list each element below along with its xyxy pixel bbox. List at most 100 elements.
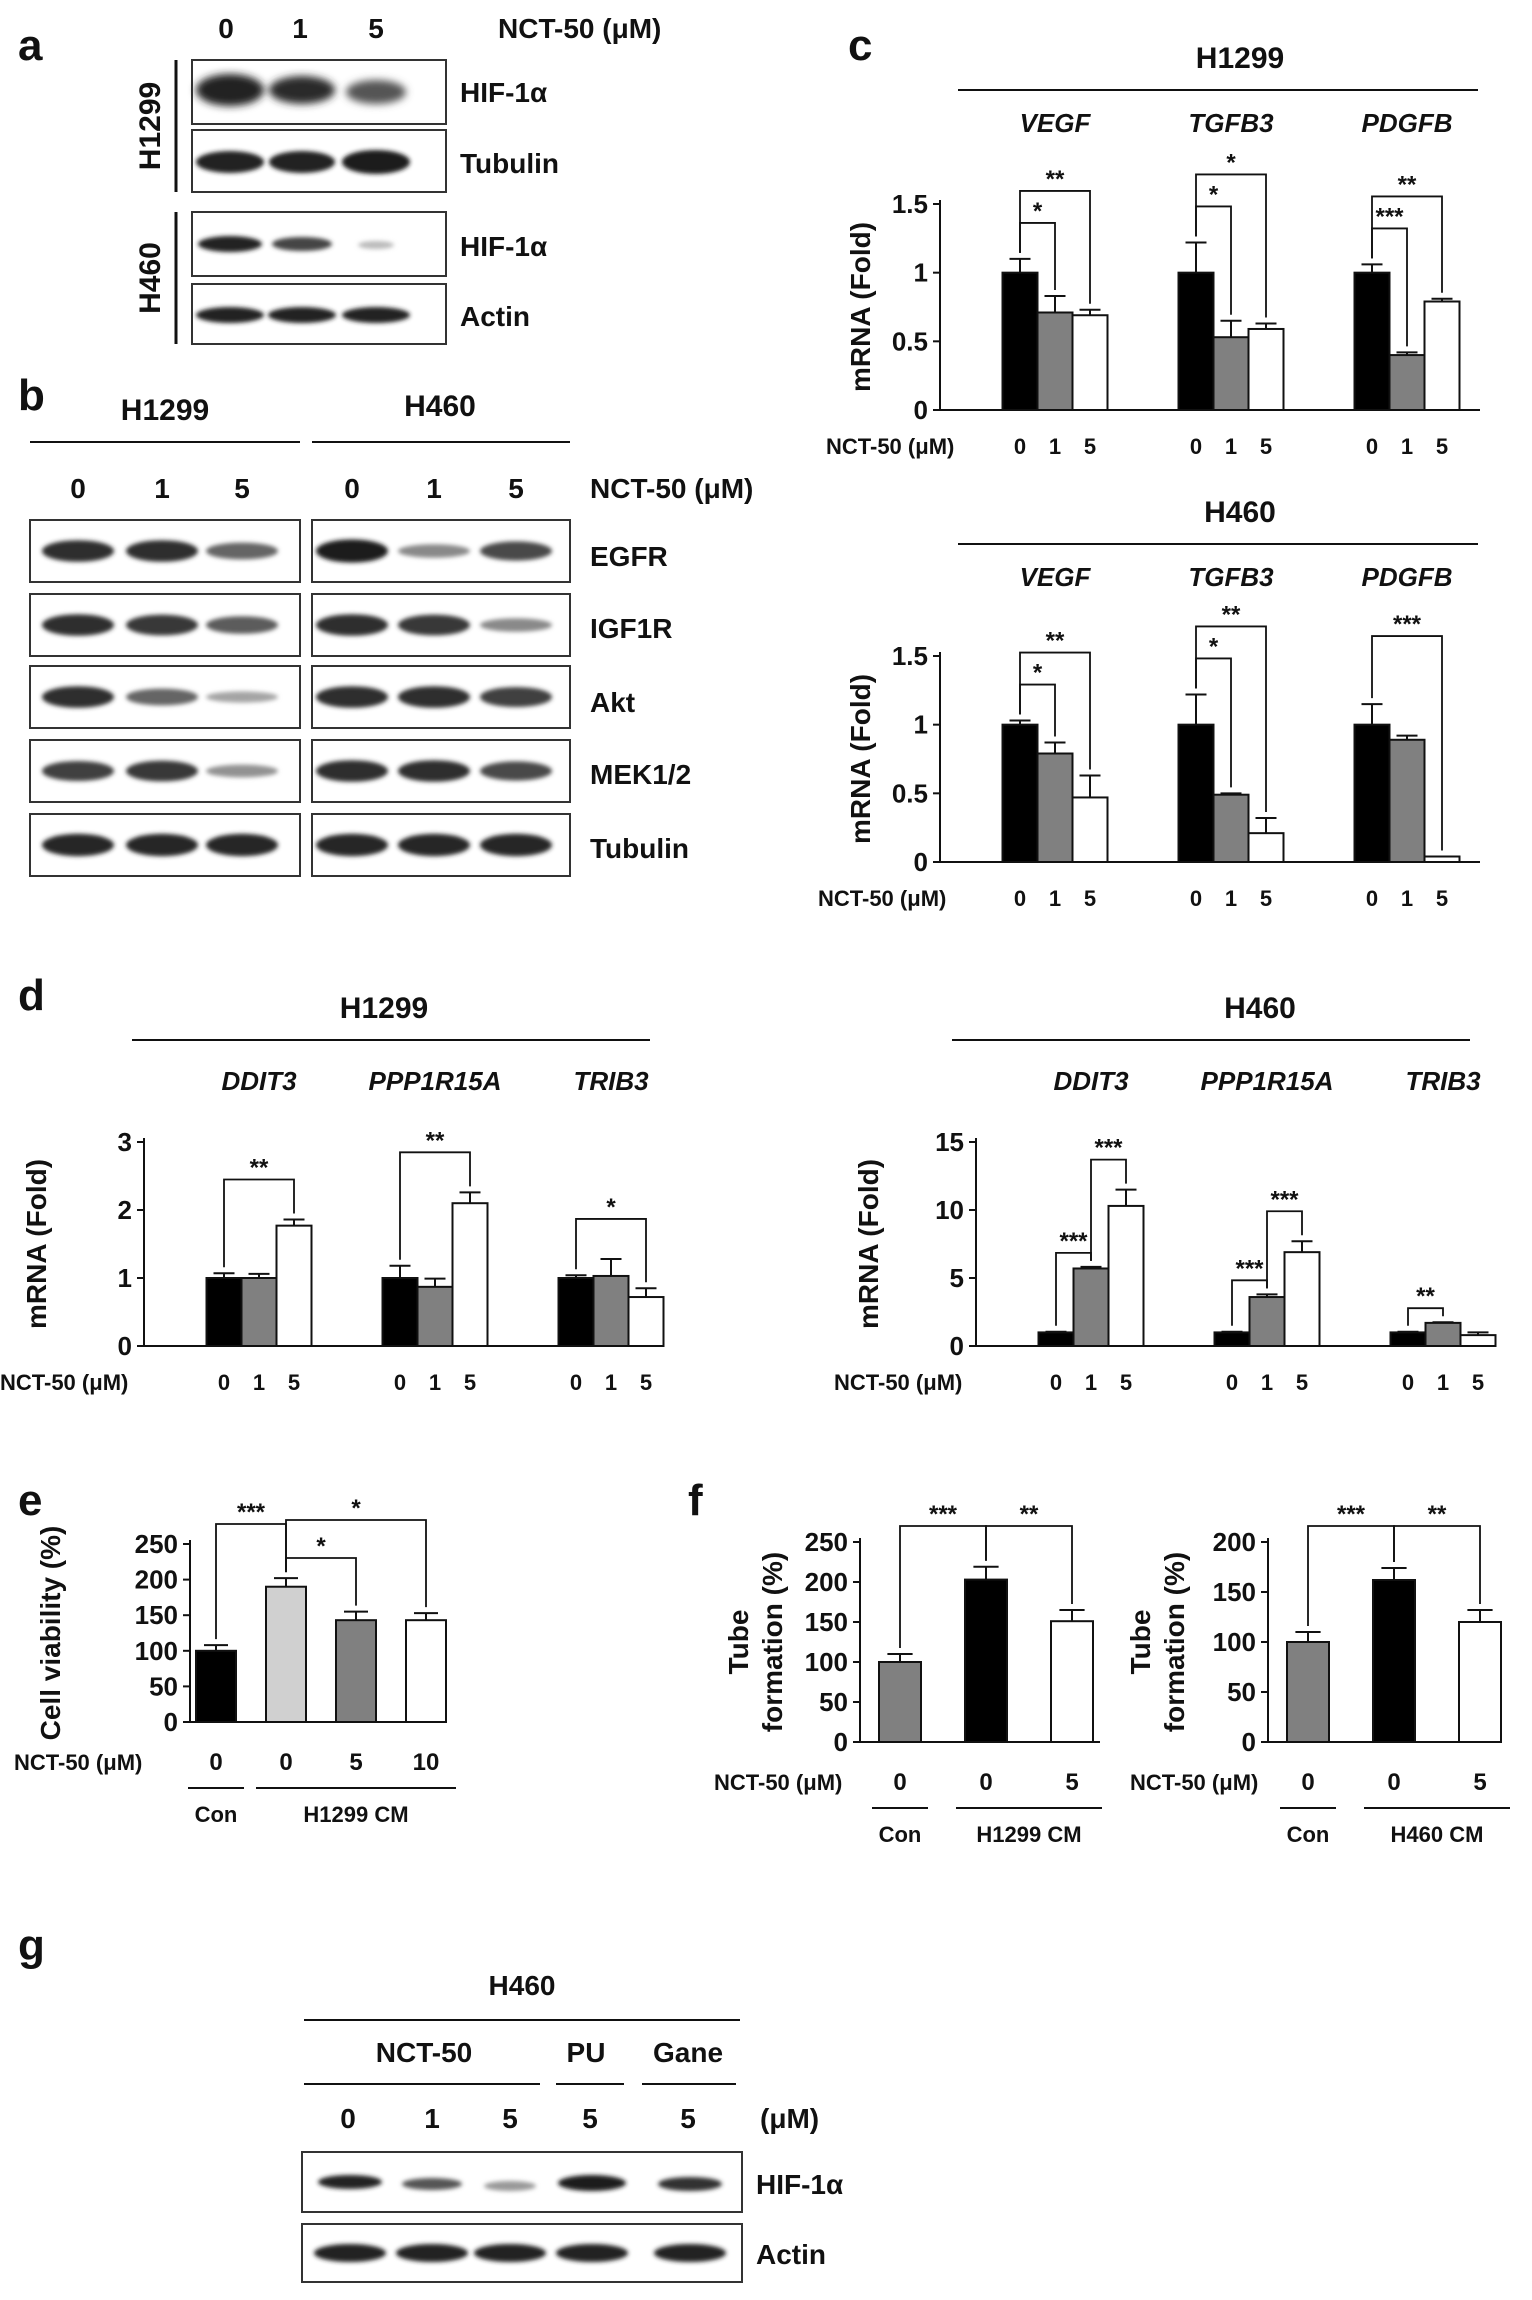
- bar: [1283, 1251, 1321, 1348]
- blot-row-label: Akt: [590, 687, 635, 718]
- blot-band: [480, 618, 552, 632]
- y-tick-label: 15: [935, 1127, 964, 1157]
- y-axis-label: mRNA (Fold): [853, 1159, 884, 1329]
- gene-label: VEGF: [1020, 108, 1092, 138]
- x-tick-label: 0: [1226, 1370, 1238, 1395]
- y-tick-label: 200: [135, 1565, 178, 1595]
- significance-label: ***: [1094, 1135, 1123, 1162]
- blot-band: [398, 833, 470, 857]
- chart-c_h1299: 0 0.5 1 1.5 H1299 mRNA (Fold) NCT-50 (μM) VEGF 0…: [826, 42, 1480, 459]
- x-axis-label: NCT-50 (μM): [834, 1370, 962, 1395]
- blot-bands: [196, 307, 410, 323]
- bar: [1037, 1331, 1075, 1348]
- y-tick-label: 100: [1213, 1627, 1256, 1657]
- gene-label: PPP1R15A: [1201, 1066, 1334, 1096]
- y-tick-label: 0: [118, 1331, 132, 1361]
- y-tick-label: 50: [149, 1671, 178, 1701]
- blot-row-label: Tubulin: [590, 833, 689, 864]
- blot-band: [316, 686, 388, 708]
- significance-label: ***: [1375, 203, 1404, 230]
- bar: [1001, 271, 1039, 411]
- blot-row-label: Tubulin: [460, 148, 559, 179]
- blot-row-label: HIF-1α: [460, 77, 547, 108]
- blot-bands: [42, 833, 552, 857]
- bar: [1071, 314, 1109, 411]
- significance-bracket: [399, 1151, 471, 1260]
- bar: [1212, 793, 1250, 863]
- blot-band: [316, 760, 388, 782]
- bar: [335, 1619, 377, 1723]
- bar: [1177, 271, 1215, 411]
- x-tick-label: 1: [1049, 434, 1061, 459]
- gene-label: PPP1R15A: [369, 1066, 502, 1096]
- unit-label: (μM): [760, 2103, 819, 2134]
- y-tick-label: 1: [914, 710, 928, 740]
- bar: [1247, 832, 1285, 863]
- blot-band: [206, 764, 278, 778]
- x-tick-label: 0: [209, 1749, 222, 1776]
- blot-band: [206, 833, 278, 857]
- y-tick-label: 100: [805, 1647, 848, 1677]
- blot-row-label: HIF-1α: [460, 231, 547, 262]
- y-axis-label: Cell viability (%): [35, 1526, 66, 1741]
- significance-label: ***: [1235, 1255, 1264, 1282]
- charts-layer: 0 0.5 1 1.5 H1299 mRNA (Fold) NCT-50 (μM) VEGF 0…: [0, 42, 1510, 1847]
- x-tick-label: 1: [1437, 1370, 1449, 1395]
- group-label: NCT-50: [376, 2037, 472, 2068]
- panel-b: H1299 H460 0 1 5 0 1 5 NCT-50 (μM) EGFR …: [29, 390, 753, 877]
- y-tick-label: 5: [950, 1263, 964, 1293]
- x-tick-label: 1: [1261, 1370, 1273, 1395]
- x-axis-label: NCT-50 (μM): [0, 1370, 128, 1395]
- gene-label: PDGFB: [1362, 562, 1453, 592]
- x-tick-label: 0: [1014, 434, 1026, 459]
- significance-bracket: [1195, 625, 1267, 813]
- blot-row-label: EGFR: [590, 541, 668, 572]
- group-label: Gane: [653, 2037, 723, 2068]
- bar: [1389, 1331, 1427, 1348]
- significance-label: *: [1033, 660, 1043, 687]
- significance-bracket: [1019, 190, 1091, 304]
- blot-bands: [314, 2244, 726, 2262]
- x-tick-label: 5: [1436, 886, 1448, 911]
- group-label: PU: [567, 2037, 606, 2068]
- y-tick-label: 3: [118, 1127, 132, 1157]
- blot-bands: [196, 74, 406, 106]
- lane-label: 0: [218, 13, 234, 44]
- y-tick-label: 1.5: [892, 641, 928, 671]
- bar: [557, 1277, 595, 1347]
- group-label: H1299 CM: [303, 1802, 408, 1827]
- significance-bracket: [985, 1525, 1073, 1604]
- gene-label: DDIT3: [221, 1066, 297, 1096]
- significance-label: *: [316, 1533, 326, 1560]
- group-label: Con: [1287, 1822, 1330, 1847]
- x-tick-label: 0: [394, 1370, 406, 1395]
- significance-label: ***: [1270, 1186, 1299, 1213]
- y-tick-label: 200: [1213, 1527, 1256, 1557]
- x-tick-label: 1: [429, 1370, 441, 1395]
- x-tick-label: 1: [605, 1370, 617, 1395]
- gene-label: TRIB3: [573, 1066, 649, 1096]
- y-tick-label: 50: [1227, 1677, 1256, 1707]
- group-label: Con: [195, 1802, 238, 1827]
- blot-band: [42, 540, 114, 562]
- x-tick-label: 0: [279, 1749, 292, 1776]
- blot-grid: [29, 519, 571, 877]
- x-axis-label: NCT-50 (μM): [818, 886, 946, 911]
- y-tick-label: 0: [914, 847, 928, 877]
- lane-label: 1: [424, 2103, 440, 2134]
- x-tick-label: 0: [1366, 886, 1378, 911]
- x-tick-label: 5: [1472, 1370, 1484, 1395]
- x-tick-label: 5: [349, 1749, 362, 1776]
- panel-label-c: c: [848, 21, 872, 70]
- significance-label: **: [1020, 1501, 1039, 1528]
- significance-label: **: [1046, 166, 1065, 193]
- blot-band: [398, 544, 470, 558]
- unit-label: NCT-50 (μM): [590, 473, 753, 504]
- significance-label: *: [351, 1495, 361, 1522]
- panel-label-f: f: [688, 1476, 703, 1525]
- y-axis-label: formation (%): [1159, 1552, 1190, 1732]
- bar: [592, 1274, 630, 1347]
- significance-bracket: [1195, 173, 1267, 318]
